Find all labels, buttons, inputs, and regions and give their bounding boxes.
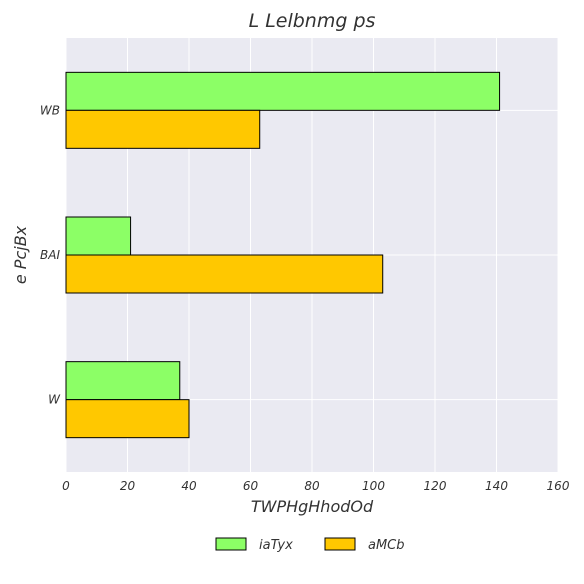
x-tick-label: 60 [243, 479, 259, 493]
x-tick-label: 160 [547, 479, 570, 493]
x-tick-label: 140 [485, 479, 508, 493]
y-tick-label: W [48, 393, 61, 407]
bar-iatyx-bai [65, 216, 132, 256]
bar-amcb-bai [65, 254, 384, 294]
bar-amcb-wb [65, 109, 261, 149]
x-axis-label: TWPHgHhodOd [251, 497, 374, 516]
y-tick-label: WB [40, 103, 60, 117]
y-axis-label: e PcjBx [11, 225, 30, 284]
x-tick-label: 120 [424, 479, 447, 493]
legend-label-iatyx: iaTyx [259, 538, 293, 553]
bar-amcb-w [65, 399, 190, 439]
legend-swatch-amcb [324, 537, 356, 551]
x-tick-label: 0 [62, 479, 70, 493]
x-tick-label: 100 [362, 479, 385, 493]
x-tick-label: 40 [181, 479, 197, 493]
bars [65, 71, 501, 439]
y-tick-label: BAI [40, 248, 60, 262]
bar-iatyx-w [65, 361, 181, 401]
legend-label-amcb: aMCb [368, 538, 405, 553]
chart-title: L Lelbnmg ps [249, 10, 376, 32]
bar-iatyx-wb [65, 71, 501, 111]
y-tick-labels: W BAI WB [40, 103, 61, 406]
x-tick-label: 20 [120, 479, 136, 493]
x-tick-label: 80 [304, 479, 320, 493]
x-tick-labels: 0 20 40 60 80 100 120 140 160 [62, 479, 570, 493]
legend-swatch-iatyx [215, 537, 247, 551]
legend: iaTyx aMCb [215, 537, 405, 553]
